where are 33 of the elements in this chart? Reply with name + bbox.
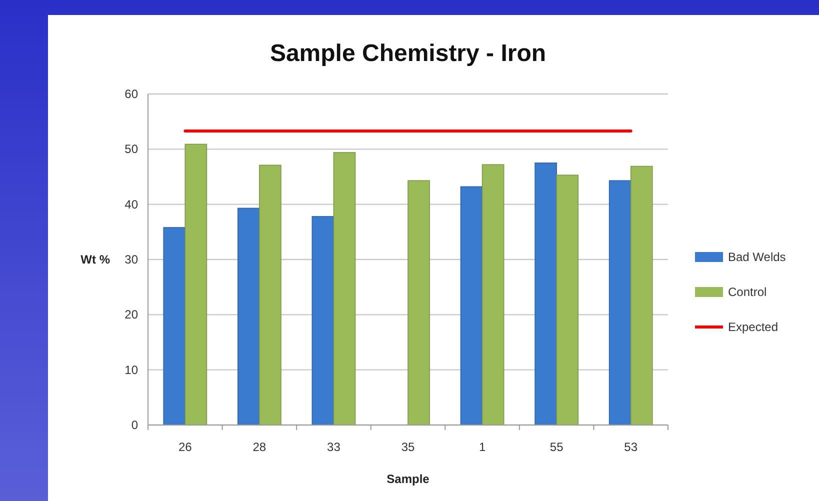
x-tick-label: 55 <box>550 440 564 454</box>
y-tick-label: 0 <box>131 418 138 432</box>
bar <box>556 174 579 426</box>
y-tick-label: 20 <box>124 308 138 322</box>
bar <box>630 166 653 426</box>
bar <box>460 186 483 426</box>
y-tick-label: 40 <box>124 197 138 212</box>
bar <box>333 152 356 426</box>
y-axis-title: Wt % <box>80 252 110 266</box>
legend-label: Bad Welds <box>728 250 786 264</box>
x-tick-label: 33 <box>327 440 341 454</box>
y-tick-label: 60 <box>124 87 138 101</box>
legend-label: Control <box>728 285 767 299</box>
bar <box>184 144 208 426</box>
x-axis-title: Sample <box>386 472 430 486</box>
bar <box>259 164 282 426</box>
bar <box>408 180 430 426</box>
x-tick-label: 35 <box>401 440 415 454</box>
bar <box>482 164 504 426</box>
y-tick-label: 10 <box>124 362 138 377</box>
y-tick-label: 50 <box>124 142 138 156</box>
x-tick-label: 28 <box>252 440 266 454</box>
legend-label: Expected <box>728 320 778 334</box>
x-tick-label: 26 <box>178 440 192 454</box>
bar <box>312 216 334 426</box>
y-tick-label: 30 <box>124 252 138 266</box>
bar <box>163 227 186 426</box>
x-tick-label: 53 <box>624 440 638 454</box>
chart-title: Sample Chemistry - Iron <box>270 40 546 67</box>
x-tick-label: 1 <box>478 440 486 454</box>
bar <box>237 208 260 426</box>
bar <box>534 162 557 426</box>
bar <box>608 180 632 426</box>
